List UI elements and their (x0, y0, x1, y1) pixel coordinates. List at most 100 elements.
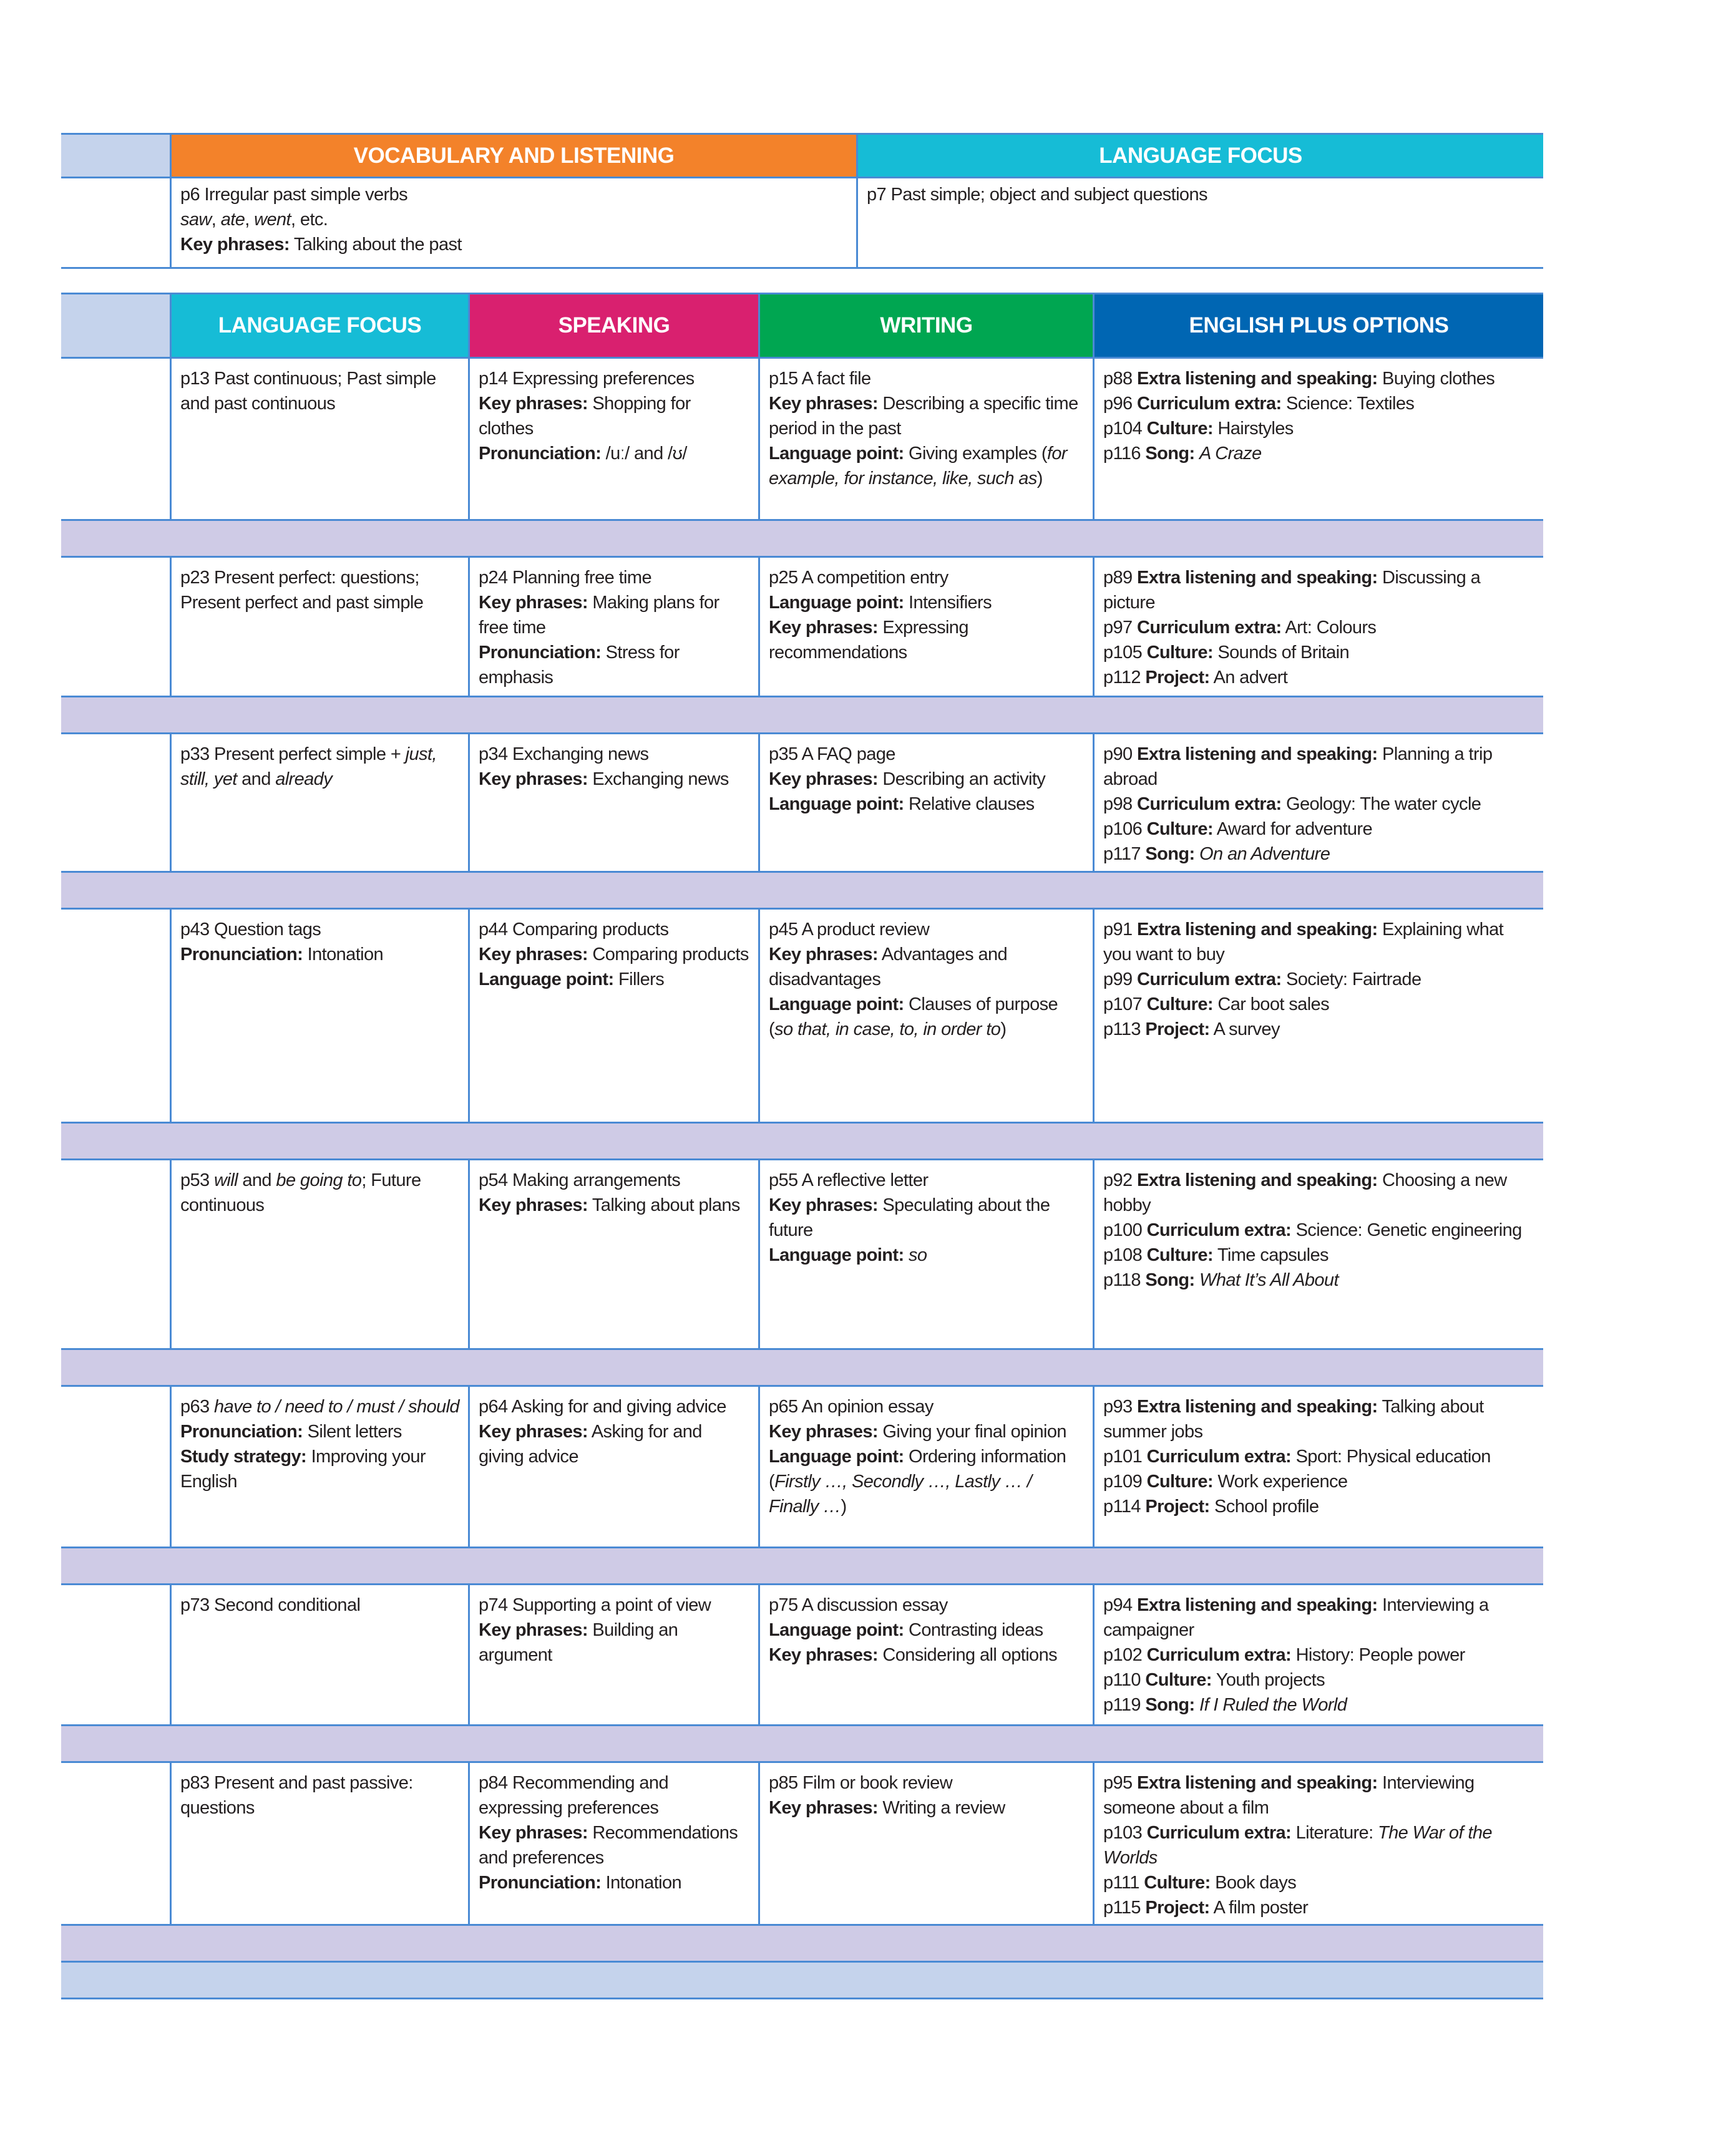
italic-text: Firstly …, Secondly …, Lastly … / Finall… (769, 1472, 1032, 1517)
label-text: Study strategy: (180, 1447, 307, 1467)
label-text: Language point: (769, 1447, 904, 1467)
cell-line: Key phrases: Exchanging news (479, 767, 749, 792)
text (1195, 1695, 1199, 1715)
label-text: Extra listening and speaking: (1137, 744, 1378, 764)
cell-line: p88 Extra listening and speaking: Buying… (1103, 366, 1534, 391)
text: Fillers (613, 969, 665, 989)
text: Planning a trip abroad (1103, 744, 1493, 789)
cell-line: p73 Second conditional (180, 1593, 459, 1618)
cell-line: p115 Project: A film poster (1103, 1895, 1534, 1920)
cell-line: p34 Exchanging news (479, 742, 749, 767)
text: Describing an activity (877, 769, 1046, 789)
label-text: Key phrases: (769, 1422, 879, 1442)
cell-line: p7 Past simple; object and subject quest… (867, 182, 1534, 207)
text: p117 (1103, 844, 1146, 864)
italic-text: What It’s All About (1199, 1270, 1339, 1290)
text: p116 (1103, 444, 1146, 464)
text: p55 A reflective letter (769, 1170, 929, 1190)
footer-band (61, 1963, 1543, 1999)
italic-text: just, still, yet (180, 744, 437, 789)
column-header: LANGUAGE FOCUS (170, 294, 468, 357)
label-text: Key phrases: (479, 1620, 588, 1640)
text: Discussing a picture (1103, 568, 1481, 613)
unit-row: p63 have to / need to / must / should Pro… (61, 1387, 1543, 1548)
label-text: Curriculum extra: (1146, 1220, 1292, 1240)
content-cell: p95 Extra listening and speaking: Interv… (1093, 1763, 1543, 1924)
content-cell: p53 will and be going to; Future continu… (170, 1160, 468, 1348)
label-text: Key phrases: (769, 394, 879, 414)
text: Intensifiers (904, 593, 992, 613)
cell-line: saw, ate, went, etc. (180, 207, 847, 232)
label-text: Project: (1145, 1497, 1210, 1517)
text: Improving your English (180, 1447, 426, 1492)
content-cell: p14 Expressing preferences Key phrases: S… (468, 359, 758, 519)
label-text: Key phrases: (479, 593, 588, 613)
cell-line: Key phrases: Recommendations and prefere… (479, 1820, 749, 1870)
text: Interviewing someone about a film (1103, 1773, 1475, 1818)
cell-line: p35 A FAQ page (769, 742, 1084, 767)
text: p45 A product review (769, 920, 930, 940)
cell-line: p111 Culture: Book days (1103, 1870, 1534, 1895)
cell-line: p93 Extra listening and speaking: Talkin… (1103, 1394, 1534, 1444)
column-header: ENGLISH PLUS OPTIONS (1093, 294, 1543, 357)
text: p7 Past simple; object and subject quest… (867, 185, 1207, 205)
cell-line: Key phrases: Describing a specific time … (769, 391, 1084, 441)
text: p43 Question tags (180, 920, 321, 940)
cell-line: Language point: so (769, 1243, 1084, 1268)
cell-line: Key phrases: Giving your final opinion (769, 1419, 1084, 1444)
cell-line: p92 Extra listening and speaking: Choosi… (1103, 1168, 1534, 1218)
text: p24 Planning free time (479, 568, 652, 588)
cell-line: Key phrases: Talking about the past (180, 232, 847, 257)
text: p94 (1103, 1595, 1138, 1615)
text: p93 (1103, 1397, 1138, 1417)
text: p111 (1103, 1873, 1144, 1893)
label-text: Culture: (1144, 1873, 1211, 1893)
italic-text: ate (220, 210, 245, 230)
label-text: Language point: (769, 994, 904, 1014)
label-text: Language point: (769, 1620, 904, 1640)
unit-divider-band (61, 1726, 1543, 1763)
text: ) (1036, 469, 1043, 488)
text: Considering all options (877, 1645, 1058, 1665)
text: p73 Second conditional (180, 1595, 361, 1615)
text: Hairstyles (1212, 419, 1294, 439)
text: School profile (1209, 1497, 1319, 1517)
content-cell: p89 Extra listening and speaking: Discus… (1093, 558, 1543, 696)
italic-text: be going to (276, 1170, 362, 1190)
content-cell: p33 Present perfect simple + just, still… (170, 734, 468, 871)
text: p84 Recommending and expressing preferen… (479, 1773, 669, 1818)
text: A survey (1209, 1019, 1280, 1039)
text: p63 (180, 1397, 215, 1417)
label-text: Language point: (769, 444, 904, 464)
label-text: Curriculum extra: (1146, 1645, 1292, 1665)
unit-divider-band (61, 1926, 1543, 1963)
label-text: Culture: (1146, 1245, 1214, 1265)
cell-line: Language point: Giving examples (for exa… (769, 441, 1084, 491)
italic-text: for example, for instance, like, such as (769, 444, 1068, 488)
cell-line: p101 Curriculum extra: Sport: Physical e… (1103, 1444, 1534, 1469)
cell-line: p95 Extra listening and speaking: Interv… (1103, 1770, 1534, 1820)
text: p115 (1103, 1898, 1146, 1918)
unit-divider-band (61, 873, 1543, 910)
italic-text: went (254, 210, 291, 230)
cell-line: Language point: Ordering information (Fi… (769, 1444, 1084, 1519)
italic-text: so (909, 1245, 927, 1265)
cell-line: p113 Project: A survey (1103, 1017, 1534, 1042)
header-row: LANGUAGE FOCUS SPEAKING WRITING ENGLISH PLU… (61, 294, 1543, 359)
text: Car boot sales (1212, 994, 1329, 1014)
cell-line: p103 Curriculum extra: Literature: The W… (1103, 1820, 1534, 1870)
cell-line: Key phrases: Writing a review (769, 1795, 1084, 1820)
label-text: Key phrases: (769, 1798, 879, 1818)
content-cell: p35 A FAQ page Key phrases: Describing an… (758, 734, 1093, 871)
label-text: Song: (1145, 844, 1195, 864)
label-text: Song: (1145, 444, 1195, 464)
text: , etc. (291, 210, 328, 230)
cell-line: Key phrases: Expressing recommendations (769, 615, 1084, 665)
label-text: Extra listening and speaking: (1137, 1773, 1378, 1793)
main-syllabus-table: LANGUAGE FOCUS SPEAKING WRITING ENGLISH PLU… (61, 293, 1543, 1999)
cell-line: p90 Extra listening and speaking: Planni… (1103, 742, 1534, 792)
label-text: Pronunciation: (180, 1422, 303, 1442)
text: Award for adventure (1212, 819, 1373, 839)
label-text: Key phrases: (479, 769, 588, 789)
cell-line: Language point: Relative clauses (769, 792, 1084, 817)
